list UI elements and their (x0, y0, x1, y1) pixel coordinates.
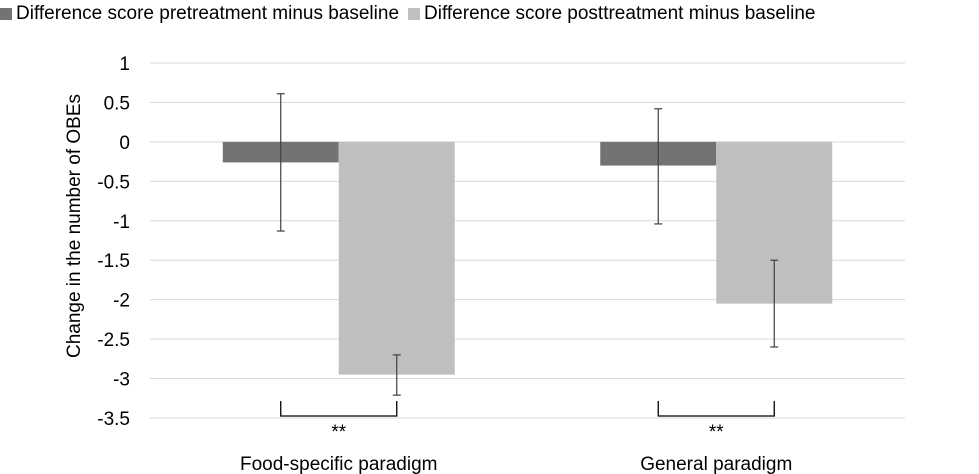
y-tick-label: 1 (119, 54, 130, 75)
significance-marker: ** (709, 422, 724, 443)
significance-marker: ** (331, 422, 346, 443)
y-tick-label: -0.5 (97, 172, 130, 193)
y-tick-label: 0.5 (104, 93, 130, 114)
x-category-label: Food-specific paradigm (240, 454, 437, 474)
x-category-label: General paradigm (640, 454, 792, 474)
y-tick-label: -1 (113, 212, 130, 233)
y-tick-label: -2 (113, 291, 130, 312)
y-tick-label: -2.5 (97, 330, 130, 351)
significance-bracket (658, 401, 774, 416)
y-tick-label: -1.5 (97, 251, 130, 272)
bar-posttreatment (339, 142, 455, 375)
significance-bracket (281, 401, 397, 416)
y-tick-label: 0 (119, 133, 130, 154)
y-tick-label: -3.5 (97, 409, 130, 430)
y-tick-label: -3 (113, 370, 130, 391)
